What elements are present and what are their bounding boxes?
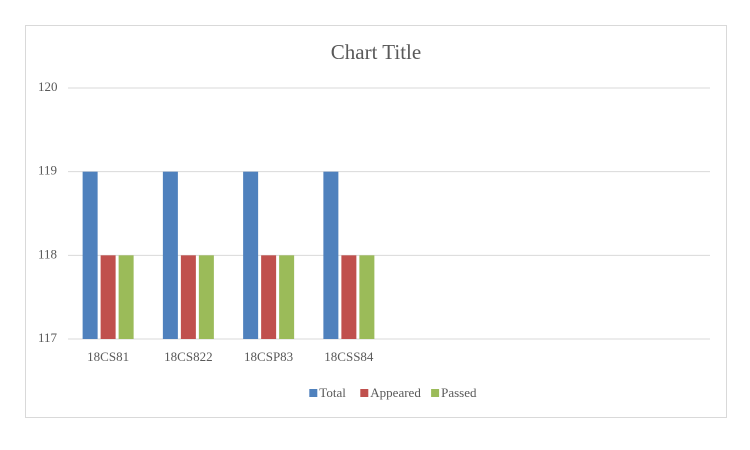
bar xyxy=(261,255,277,339)
bar xyxy=(82,171,98,339)
legend-label: Total xyxy=(319,385,346,400)
legend-label: Appeared xyxy=(370,385,421,400)
chart-title: Chart Title xyxy=(331,40,421,64)
x-tick-label: 18CS822 xyxy=(164,349,212,364)
x-tick-label: 18CS81 xyxy=(87,349,129,364)
bar xyxy=(323,171,339,339)
bar xyxy=(279,255,295,339)
bar xyxy=(180,255,196,339)
bar xyxy=(341,255,357,339)
bar xyxy=(118,255,134,339)
legend-swatch xyxy=(431,389,440,397)
y-tick-label: 119 xyxy=(38,163,57,178)
x-tick-label: 18CSS84 xyxy=(324,349,374,364)
bar xyxy=(162,171,178,339)
legend-swatch xyxy=(309,389,318,397)
bar xyxy=(198,255,214,339)
y-tick-label: 117 xyxy=(38,330,58,345)
x-tick-label: 18CSP83 xyxy=(244,349,293,364)
y-tick-label: 118 xyxy=(38,246,57,261)
bar xyxy=(100,255,116,339)
chart-border xyxy=(25,25,727,418)
bar xyxy=(359,255,375,339)
legend-swatch xyxy=(360,389,369,397)
bar xyxy=(243,171,259,339)
y-tick-label: 120 xyxy=(38,79,58,94)
legend-label: Passed xyxy=(441,385,477,400)
